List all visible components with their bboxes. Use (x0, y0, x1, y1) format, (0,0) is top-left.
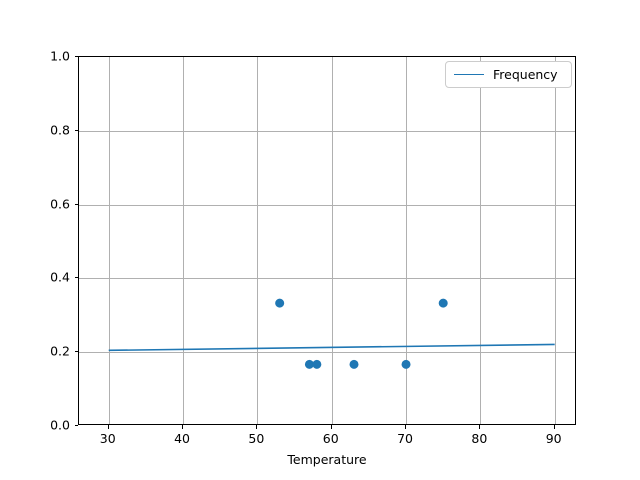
y-tick-label: 1.0 (50, 48, 70, 64)
x-tick-label: 50 (248, 431, 265, 446)
scatter-point (401, 359, 411, 369)
x-tick-mark (107, 425, 109, 429)
gridline-horizontal (79, 130, 575, 132)
y-tick-mark (74, 425, 78, 426)
gridline-vertical (554, 57, 556, 424)
y-tick-mark (74, 129, 78, 131)
plot-axes (78, 56, 576, 425)
gridline-horizontal (79, 352, 575, 354)
scatter-point (275, 298, 285, 308)
legend-label-frequency: Frequency (493, 67, 558, 82)
x-tick-label: 70 (397, 431, 413, 446)
x-tick-label: 90 (545, 431, 562, 446)
scatter-point (438, 298, 448, 308)
trend-line-frequency (108, 343, 555, 352)
x-tick-mark (256, 425, 258, 429)
y-tick-mark (74, 351, 78, 353)
y-tick-mark (74, 277, 78, 279)
scatter-point (312, 359, 322, 369)
gridline-vertical (480, 57, 482, 424)
x-tick-label: 60 (322, 431, 339, 446)
x-tick-mark (330, 425, 332, 429)
y-tick-label: 0.0 (50, 417, 70, 433)
y-tick-mark (74, 56, 78, 57)
scatter-point (304, 359, 314, 369)
x-tick-mark (553, 425, 555, 429)
gridline-horizontal (79, 278, 575, 280)
x-tick-label: 40 (174, 431, 190, 446)
y-tick-mark (74, 203, 78, 205)
gridline-horizontal (79, 204, 575, 206)
y-tick-label: 0.6 (50, 196, 70, 212)
y-tick-label: 0.8 (50, 122, 70, 138)
gridline-vertical (406, 57, 408, 424)
legend-line-swatch (454, 74, 484, 75)
x-tick-mark (182, 425, 184, 429)
gridline-vertical (331, 57, 333, 424)
gridline-vertical (257, 57, 259, 424)
scatter-point (349, 359, 359, 369)
x-tick-mark (405, 425, 407, 429)
y-tick-label: 0.2 (50, 343, 70, 359)
y-tick-label: 0.4 (50, 269, 70, 285)
x-axis-label: Temperature (287, 452, 367, 467)
gridline-vertical (183, 57, 185, 424)
data-layer (108, 298, 555, 369)
x-tick-label: 80 (471, 431, 488, 446)
x-tick-label: 30 (99, 431, 116, 446)
x-tick-mark (479, 425, 481, 429)
gridline-vertical (108, 57, 110, 424)
legend: Frequency (445, 61, 572, 88)
